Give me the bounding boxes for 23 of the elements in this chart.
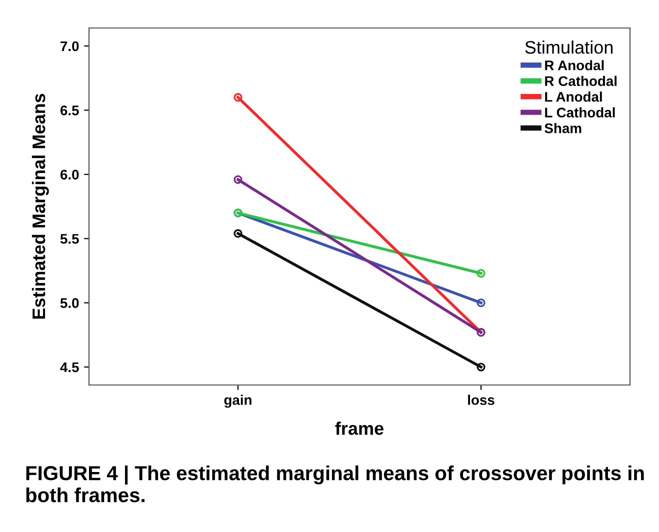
y-tick-label: 6.5 (60, 106, 79, 116)
legend-title: Stimulation (525, 40, 613, 54)
y-tick-label: 6.0 (60, 170, 79, 180)
y-tick-label: 5.5 (60, 234, 79, 244)
point (476, 362, 486, 372)
point (234, 175, 242, 184)
point (234, 93, 242, 102)
point (234, 229, 242, 238)
legend-label: R Anodal (545, 60, 604, 70)
legend-label: L Anodal (545, 92, 602, 102)
legend-label: Sham (544, 123, 582, 134)
x-tick-label: gain (224, 394, 252, 408)
y-tick-label: 4.5 (60, 362, 79, 372)
y-tick-label: 5.0 (60, 298, 79, 308)
x-tick-label: loss (468, 394, 494, 405)
point (476, 268, 486, 278)
point (476, 298, 486, 308)
legend-label: L Cathodal (545, 107, 615, 118)
y-axis-title: Estimated Marginal Means (32, 94, 49, 319)
y-tick-label: 7.0 (60, 41, 79, 52)
legend-label: R Cathodal (545, 76, 617, 86)
caption: FIGURE 4 | The estimated marginal means of crossover points in both frames. (26, 466, 644, 502)
x-axis-title: frame (335, 422, 384, 435)
